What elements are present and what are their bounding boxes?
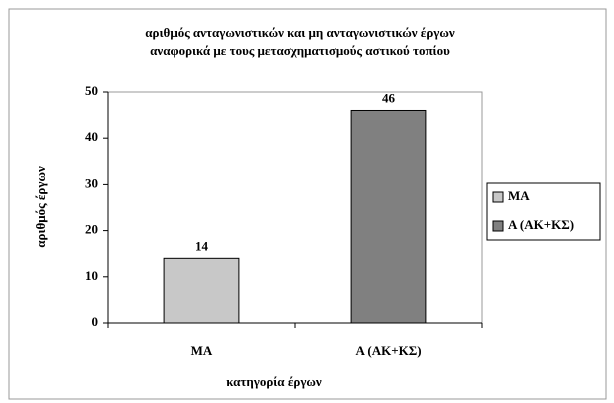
x-axis-label: κατηγορία έργων xyxy=(226,374,322,389)
data-label: 14 xyxy=(195,238,209,253)
bar xyxy=(163,257,240,324)
legend-label: ΜΑ xyxy=(508,188,530,203)
legend-swatch xyxy=(492,220,504,232)
y-tick-label: 40 xyxy=(85,129,98,144)
legend-label: Α (ΑΚ+ΚΣ) xyxy=(508,217,574,232)
y-tick-label: 30 xyxy=(85,175,98,190)
y-axis-label: αριθμός έργων xyxy=(33,166,48,248)
y-tick-label: 0 xyxy=(92,314,99,329)
data-label: 46 xyxy=(382,90,396,105)
y-tick-label: 20 xyxy=(85,222,98,237)
x-tick-label: ΜΑ xyxy=(191,343,213,358)
y-tick-label: 10 xyxy=(85,268,98,283)
y-tick-label: 50 xyxy=(85,83,98,98)
chart-title: αριθμός ανταγωνιστικών και μη ανταγωνιστ… xyxy=(145,25,455,40)
legend-box xyxy=(486,182,601,241)
chart-title: αναφορικά με τους μετασχηματισμούς αστικ… xyxy=(150,43,450,58)
bar xyxy=(350,109,427,324)
x-tick-label: Α (ΑΚ+ΚΣ) xyxy=(355,343,421,358)
legend-swatch xyxy=(492,191,504,203)
